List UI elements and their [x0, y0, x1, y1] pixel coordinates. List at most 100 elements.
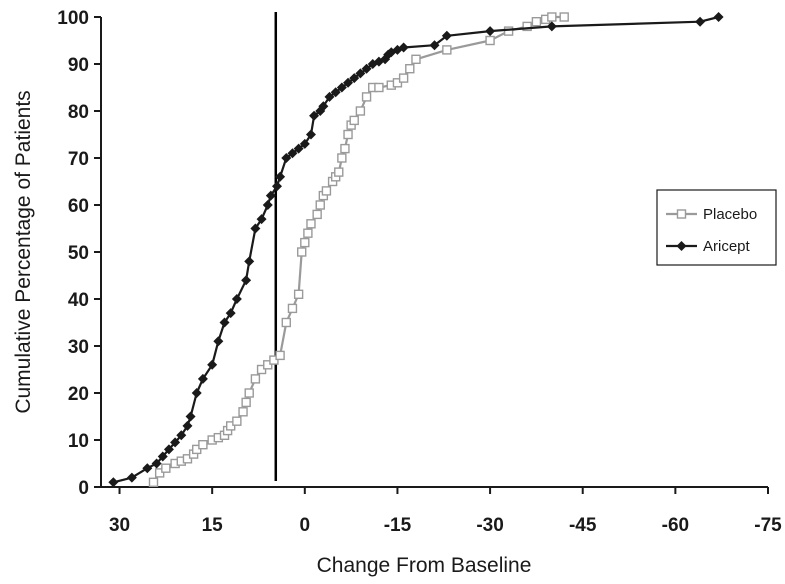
placebo-point — [287, 303, 298, 314]
placebo-point — [297, 247, 307, 257]
aricept-line — [113, 15, 719, 484]
aricept-point — [713, 12, 724, 22]
aricept-point — [441, 30, 452, 41]
aricept-point — [485, 26, 496, 37]
placebo-point — [321, 186, 332, 196]
y-tick-label: 100 — [57, 8, 89, 29]
aricept-point — [176, 430, 187, 441]
aricept-point — [305, 129, 316, 140]
placebo-point — [343, 129, 353, 140]
placebo-point — [411, 54, 421, 64]
placebo-point — [340, 143, 350, 154]
placebo-point — [250, 374, 261, 384]
placebo-point — [547, 12, 557, 22]
aricept-point — [262, 200, 273, 210]
aricept-point — [142, 463, 153, 474]
aricept-point — [151, 458, 162, 469]
aricept-point — [244, 256, 255, 267]
placebo-point — [531, 17, 542, 27]
x-tick-label: 0 — [300, 515, 311, 536]
x-tick-label: -45 — [569, 515, 597, 536]
aricept-point — [250, 223, 261, 234]
placebo-point — [398, 73, 409, 83]
aricept-point — [191, 388, 202, 398]
aricept-point — [185, 411, 196, 422]
legend-swatch-marker — [676, 209, 687, 219]
x-tick-label: 30 — [109, 515, 130, 536]
x-ticks: 30 15 0 -15 -30 -45 -60 -75 — [109, 487, 782, 536]
y-tick-label: 10 — [68, 431, 89, 452]
aricept-point — [546, 21, 557, 32]
placebo-point — [361, 92, 372, 102]
aricept-point — [287, 148, 298, 159]
series-aricept — [108, 12, 724, 488]
y-tick-label: 50 — [68, 243, 89, 264]
placebo-point — [198, 440, 208, 450]
aricept-point — [398, 42, 409, 53]
x-tick-label: -30 — [476, 515, 503, 536]
aricept-point — [318, 101, 329, 112]
placebo-point — [161, 463, 171, 473]
legend-item-aricept: Aricept — [666, 238, 751, 255]
placebo-point — [244, 388, 254, 398]
placebo-point — [485, 35, 495, 46]
y-axis-title: Cumulative Percentage of Patients — [12, 90, 35, 413]
y-tick-label: 30 — [68, 337, 89, 358]
placebo-point — [503, 26, 514, 36]
placebo-point — [293, 289, 304, 299]
placebo-point — [269, 355, 279, 365]
x-tick-label: -15 — [384, 515, 412, 536]
placebo-point — [349, 115, 359, 126]
placebo-line — [152, 15, 565, 483]
y-tick-label: 0 — [78, 478, 89, 499]
y-tick-label: 20 — [68, 384, 89, 405]
placebo-point — [241, 397, 251, 408]
y-tick-label: 80 — [68, 102, 89, 123]
placebo-point — [256, 364, 267, 375]
series-placebo — [148, 12, 569, 487]
placebo-point — [312, 209, 322, 220]
legend-label: Placebo — [703, 206, 757, 223]
placebo-point — [559, 12, 569, 22]
placebo-point — [374, 82, 384, 93]
placebo-point — [148, 477, 159, 487]
x-tick-label: 15 — [202, 515, 224, 536]
legend-items: Placebo Aricept — [666, 206, 757, 255]
x-axis-title: Change From Baseline — [317, 554, 532, 577]
y-tick-label: 60 — [68, 196, 89, 217]
y-tick-label: 70 — [68, 149, 89, 170]
placebo-point — [355, 106, 366, 116]
aricept-point — [309, 110, 320, 121]
y-tick-label: 90 — [68, 55, 89, 76]
x-tick-label: -75 — [754, 515, 782, 536]
aricept-point — [225, 308, 236, 319]
aricept-point — [163, 444, 174, 455]
y-tick-label: 40 — [68, 290, 89, 311]
aricept-point — [355, 68, 366, 79]
aricept-point — [197, 373, 208, 384]
series-layer — [108, 12, 724, 488]
aricept-point — [108, 477, 119, 488]
placebo-point — [315, 200, 325, 210]
placebo-point — [300, 237, 310, 248]
aricept-point — [126, 472, 137, 483]
aricept-point — [330, 87, 341, 98]
aricept-point — [336, 82, 347, 93]
aricept-point — [293, 143, 304, 154]
aricept-point — [275, 171, 286, 182]
aricept-point — [213, 336, 224, 347]
y-ticks: 0 10 20 30 40 50 60 70 80 90 100 — [57, 8, 101, 499]
legend-item-placebo: Placebo — [666, 206, 757, 223]
aricept-point — [429, 40, 440, 51]
placebo-point — [337, 153, 347, 163]
aricept-point — [361, 63, 372, 74]
placebo-point — [303, 228, 313, 238]
x-tick-label: -60 — [662, 515, 689, 536]
aricept-point — [265, 190, 276, 201]
placebo-point — [405, 63, 415, 74]
legend-box — [656, 189, 777, 266]
aricept-point — [324, 91, 335, 102]
aricept-point — [349, 73, 360, 84]
placebo-point — [334, 167, 344, 177]
